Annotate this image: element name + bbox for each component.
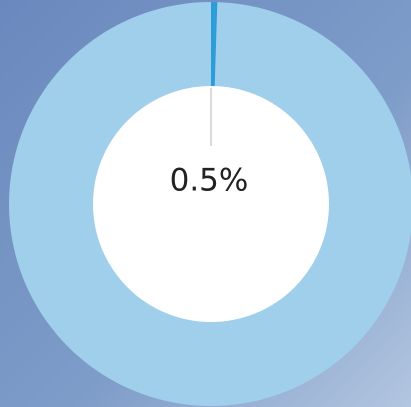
donut-hole	[93, 86, 329, 322]
center-label: 0.5%	[170, 163, 249, 199]
